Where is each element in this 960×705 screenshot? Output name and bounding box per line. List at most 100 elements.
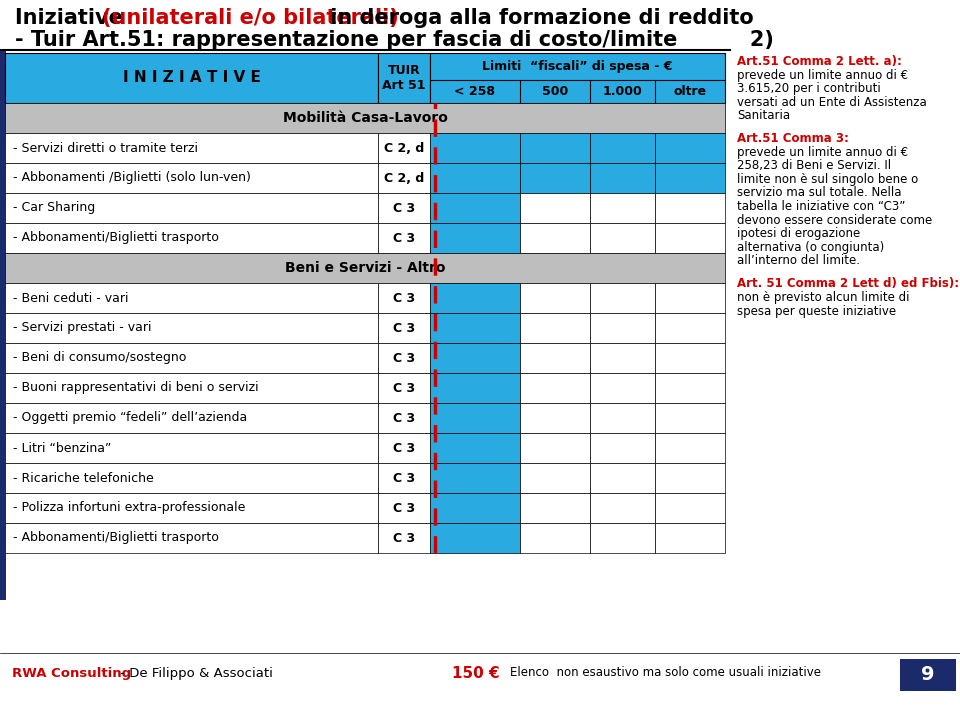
Text: prevede un limite annuo di €: prevede un limite annuo di € — [737, 146, 908, 159]
Text: limite non è sul singolo bene o: limite non è sul singolo bene o — [737, 173, 919, 186]
Bar — [430, 313, 520, 343]
Bar — [590, 433, 655, 463]
Bar — [5, 373, 378, 403]
Text: devono essere considerate come: devono essere considerate come — [737, 214, 932, 226]
Text: - Polizza infortuni extra-professionale: - Polizza infortuni extra-professionale — [13, 501, 246, 515]
Bar — [5, 193, 378, 223]
Bar — [430, 133, 520, 163]
Bar — [900, 659, 956, 691]
Bar — [590, 133, 655, 163]
Bar — [590, 373, 655, 403]
Bar — [520, 403, 590, 433]
Text: Art.51 Comma 2 Lett. a):: Art.51 Comma 2 Lett. a): — [737, 55, 901, 68]
Bar — [590, 223, 655, 253]
Text: Art. 51 Comma 2 Lett d) ed Fbis):: Art. 51 Comma 2 Lett d) ed Fbis): — [737, 278, 959, 290]
Bar — [430, 223, 520, 253]
Bar — [378, 53, 430, 103]
Bar — [5, 523, 378, 553]
Text: C 2, d: C 2, d — [384, 142, 424, 154]
Text: 150 €: 150 € — [452, 666, 500, 680]
Text: Elenco  non esaustivo ma solo come usuali iniziative: Elenco non esaustivo ma solo come usuali… — [510, 666, 821, 680]
Bar — [5, 463, 378, 493]
Bar — [5, 403, 378, 433]
Text: C 3: C 3 — [393, 532, 415, 544]
Bar — [5, 283, 378, 313]
Bar — [520, 163, 590, 193]
Bar — [590, 463, 655, 493]
Text: - Abbonamenti /Biglietti (solo lun-ven): - Abbonamenti /Biglietti (solo lun-ven) — [13, 171, 251, 185]
Bar — [520, 463, 590, 493]
Bar — [520, 133, 590, 163]
Bar — [520, 523, 590, 553]
Bar — [378, 313, 430, 343]
Text: - Litri “benzina”: - Litri “benzina” — [13, 441, 111, 455]
Bar — [590, 403, 655, 433]
Bar — [655, 493, 725, 523]
Bar — [378, 373, 430, 403]
Bar — [655, 433, 725, 463]
Text: Beni e Servizi - Altro: Beni e Servizi - Altro — [285, 261, 445, 275]
Bar — [378, 193, 430, 223]
Text: C 3: C 3 — [393, 352, 415, 364]
Bar — [655, 163, 725, 193]
Bar — [5, 343, 378, 373]
Text: non è previsto alcun limite di: non è previsto alcun limite di — [737, 291, 909, 304]
Text: RWA Consulting: RWA Consulting — [12, 666, 132, 680]
Text: C 3: C 3 — [393, 441, 415, 455]
Text: C 3: C 3 — [393, 291, 415, 305]
Bar — [378, 163, 430, 193]
Bar — [5, 493, 378, 523]
Bar — [378, 493, 430, 523]
Bar — [655, 373, 725, 403]
Bar — [430, 163, 520, 193]
Bar — [590, 493, 655, 523]
Bar — [655, 523, 725, 553]
Bar — [520, 343, 590, 373]
Text: in deroga alla formazione di reddito: in deroga alla formazione di reddito — [324, 8, 754, 28]
Bar — [520, 283, 590, 313]
Text: prevede un limite annuo di €: prevede un limite annuo di € — [737, 68, 908, 82]
Bar — [430, 373, 520, 403]
Bar — [655, 403, 725, 433]
Bar — [430, 493, 520, 523]
Text: tabella le iniziative con “C3”: tabella le iniziative con “C3” — [737, 200, 905, 213]
Text: 500: 500 — [541, 85, 568, 98]
Bar — [378, 283, 430, 313]
Bar — [520, 433, 590, 463]
Text: - Tuir Art.51: rappresentazione per fascia di costo/limite          2): - Tuir Art.51: rappresentazione per fasc… — [15, 30, 774, 50]
Text: Art.51 Comma 3:: Art.51 Comma 3: — [737, 133, 849, 145]
Bar — [5, 253, 725, 283]
Text: - Servizi prestati - vari: - Servizi prestati - vari — [13, 321, 152, 334]
Bar — [655, 223, 725, 253]
Text: Mobilità Casa-Lavoro: Mobilità Casa-Lavoro — [282, 111, 447, 125]
Bar — [590, 193, 655, 223]
Text: - Abbonamenti/Biglietti trasporto: - Abbonamenti/Biglietti trasporto — [13, 532, 219, 544]
Text: alternativa (o congiunta): alternativa (o congiunta) — [737, 240, 884, 254]
Text: versati ad un Ente di Assistenza: versati ad un Ente di Assistenza — [737, 95, 926, 109]
Text: - Beni ceduti - vari: - Beni ceduti - vari — [13, 291, 129, 305]
Bar — [520, 193, 590, 223]
Bar — [5, 103, 725, 133]
Bar — [520, 313, 590, 343]
Text: spesa per queste iniziative: spesa per queste iniziative — [737, 305, 896, 317]
Bar — [655, 463, 725, 493]
Bar — [655, 133, 725, 163]
Bar — [430, 433, 520, 463]
Bar — [590, 343, 655, 373]
Text: C 3: C 3 — [393, 412, 415, 424]
Bar — [430, 403, 520, 433]
Bar — [378, 403, 430, 433]
Bar — [378, 433, 430, 463]
Text: servizio ma sul totale. Nella: servizio ma sul totale. Nella — [737, 187, 901, 200]
Bar — [590, 163, 655, 193]
Bar — [430, 193, 520, 223]
Text: - Abbonamenti/Biglietti trasporto: - Abbonamenti/Biglietti trasporto — [13, 231, 219, 245]
Text: (unilaterali e/o bilaterali): (unilaterali e/o bilaterali) — [102, 8, 398, 28]
Text: C 2, d: C 2, d — [384, 171, 424, 185]
Bar — [430, 523, 520, 553]
Text: - Buoni rappresentativi di beni o servizi: - Buoni rappresentativi di beni o serviz… — [13, 381, 258, 395]
Bar — [655, 283, 725, 313]
Text: C 3: C 3 — [393, 202, 415, 214]
Bar — [378, 223, 430, 253]
Bar — [655, 343, 725, 373]
